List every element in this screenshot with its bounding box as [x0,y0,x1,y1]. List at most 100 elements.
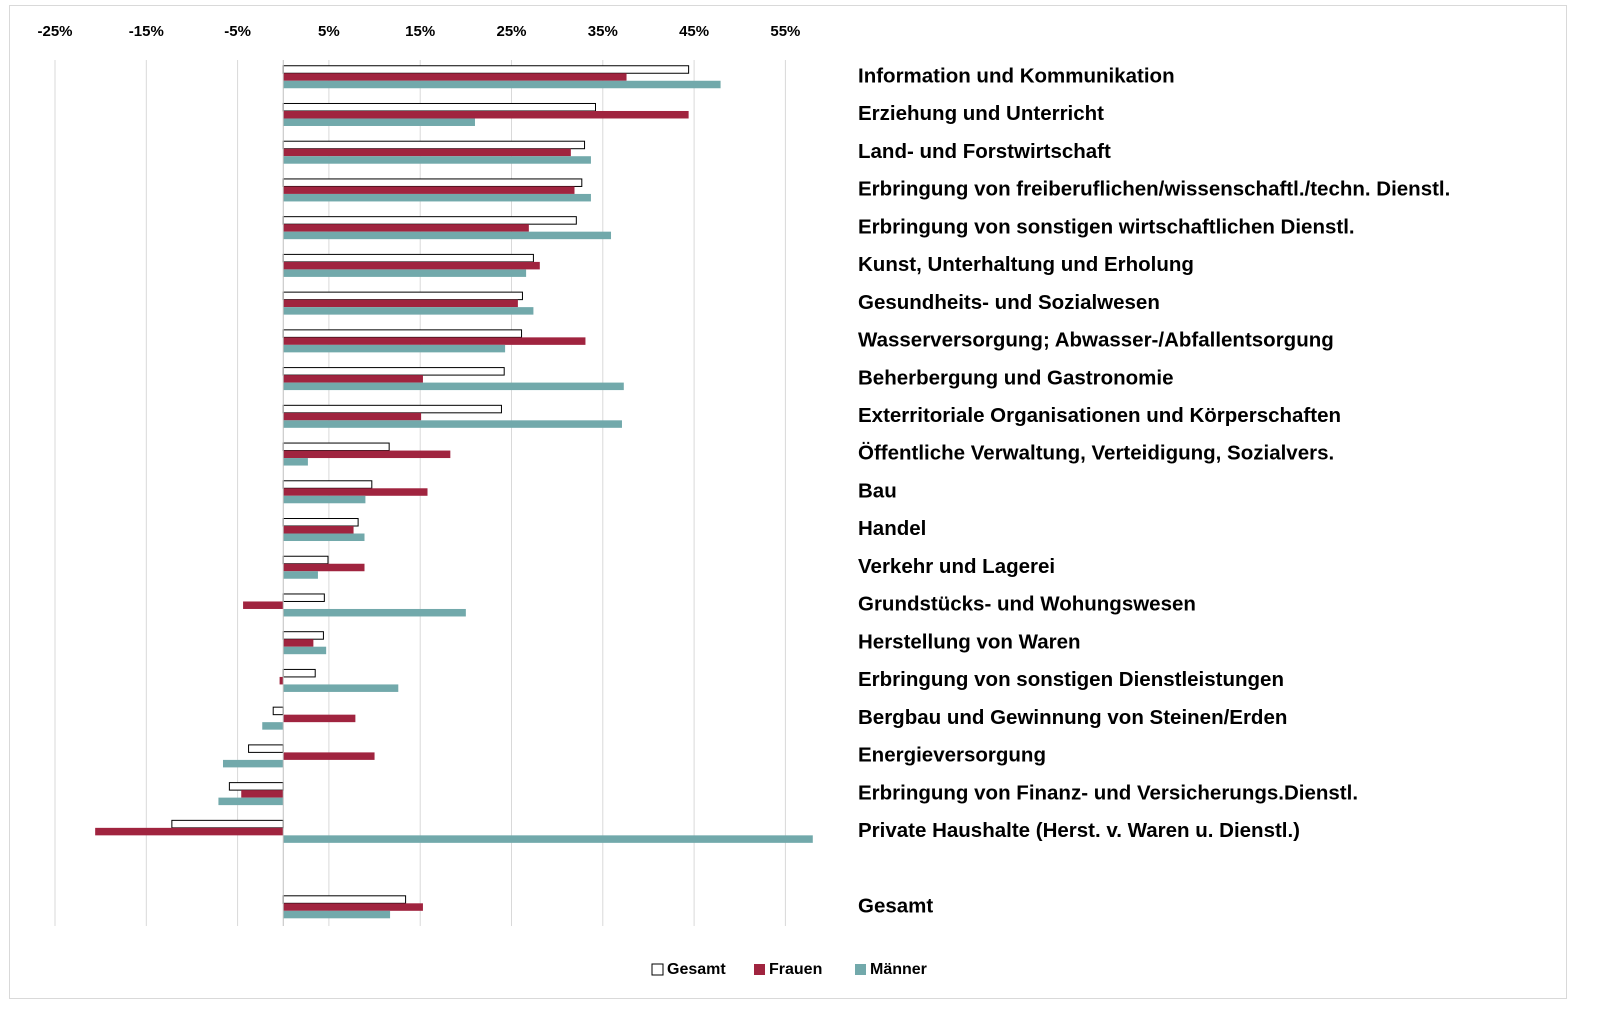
category-label: Private Haushalte (Herst. v. Waren u. Di… [858,819,1300,842]
bar [283,337,586,345]
x-tick-label: 5% [318,23,340,40]
bar [282,102,596,112]
bar [171,819,284,829]
x-tick-label: 55% [770,23,800,40]
bar [222,759,284,768]
bar [283,533,365,542]
bar [283,752,375,760]
category-label: Kunst, Unterhaltung und Erholung [858,253,1194,276]
bar [283,420,622,428]
category-label: Gesamt [858,894,933,917]
bar [282,140,586,150]
bar [283,563,365,572]
bar [283,646,327,655]
bar [283,450,451,459]
bar [282,668,316,678]
x-tick-label: -25% [37,23,72,40]
bar [283,412,422,421]
x-tick-label: -5% [224,23,251,40]
bar [282,442,390,452]
legend-swatch [651,963,664,976]
bar [283,261,540,270]
bar [283,903,423,911]
bar [282,65,690,74]
bar [282,291,523,301]
category-label: Bau [858,479,897,502]
bar [282,329,523,338]
bar [283,835,813,843]
bar [283,307,534,315]
category-label: Öffentliche Verwaltung, Verteidigung, So… [858,442,1334,465]
bar [279,676,284,685]
bar [282,404,502,414]
bar [283,118,475,126]
bar [282,216,577,225]
legend-label: Männer [870,961,927,978]
chart-border [9,5,1567,999]
bar [283,80,721,89]
bar [283,193,591,202]
category-label: Erbringung von sonstigen Dienstleistunge… [858,668,1284,691]
bar [283,571,318,579]
x-tick-label: -15% [129,23,164,40]
bar [283,684,399,692]
x-tick-label: 35% [588,23,618,40]
bar [243,601,284,609]
x-tick-label: 15% [405,23,435,40]
category-label: Information und Kommunikation [858,64,1175,87]
x-tick-label: 45% [679,23,709,40]
bar [282,895,407,904]
bar [282,480,373,489]
legend-swatch [855,964,866,975]
legend-label: Gesamt [667,961,726,978]
bar [283,156,591,164]
category-label: Exterritoriale Organisationen und Körper… [858,404,1341,427]
bar [95,827,284,836]
category-label: Bergbau und Gewinnung von Steinen/Erden [858,706,1287,729]
bar [283,375,423,383]
bar [283,639,314,647]
bar [218,797,284,806]
bar [282,518,359,527]
bar [283,73,627,81]
bar [283,526,354,534]
bar [283,110,689,119]
category-label: Energieversorgung [858,744,1046,767]
bar [282,631,324,640]
bar [282,367,505,376]
category-label: Erbringung von freiberuflichen/wissensch… [858,178,1450,201]
bar [282,178,583,187]
bar [283,488,428,496]
category-label: Grundstücks- und Wohungswesen [858,593,1196,616]
bar [283,224,529,232]
category-label: Erbringung von sonstigen wirtschaftliche… [858,215,1355,238]
legend-swatch [754,964,765,975]
category-label: Land- und Forstwirtschaft [858,140,1111,163]
legend-label: Frauen [769,961,822,978]
category-label: Erziehung und Unterricht [858,102,1104,125]
bar [283,186,575,194]
bar [248,744,284,753]
category-label: Verkehr und Lagerei [858,555,1055,578]
bar [283,714,356,723]
category-label: Gesundheits- und Sozialwesen [858,291,1160,314]
bar [282,593,325,602]
category-label: Handel [858,517,926,540]
bar [228,782,284,791]
bar [283,910,391,919]
bar [272,706,284,716]
bar [283,269,527,277]
bar [282,555,329,565]
bar [282,253,534,263]
category-label: Beherbergung und Gastronomie [858,366,1174,389]
x-tick-label: 25% [496,23,526,40]
bar [283,148,571,157]
bar [241,790,284,798]
bar [283,231,612,240]
bar [283,608,466,617]
bar [262,722,284,730]
bar [283,382,624,391]
category-label: Herstellung von Waren [858,630,1081,653]
category-label: Wasserversorgung; Abwasser-/Abfallentsor… [858,329,1334,352]
